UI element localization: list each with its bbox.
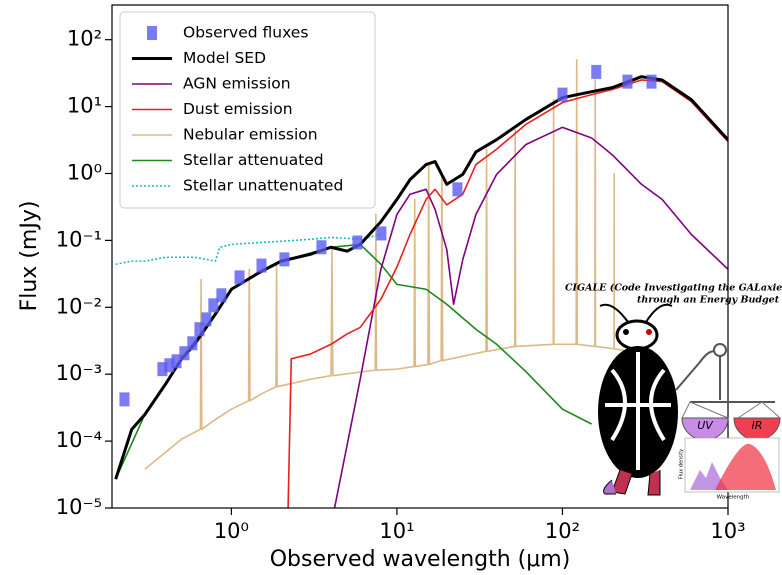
data-point — [622, 74, 633, 89]
data-point — [157, 362, 168, 377]
data-point — [164, 358, 175, 373]
legend-label: AGN emission — [183, 75, 291, 93]
data-point — [279, 252, 290, 267]
eye — [646, 329, 652, 335]
scale-arm — [675, 350, 721, 391]
data-point — [646, 74, 657, 89]
axes-frame — [111, 4, 729, 509]
logo-title: CIGALE (Code Investigating the GALaxies … — [565, 283, 782, 294]
logo-subtitle: through an Energy Budget — [637, 295, 780, 306]
data-point — [119, 392, 130, 407]
data-point — [452, 182, 463, 197]
data-point — [234, 270, 245, 285]
y-tick-label: 10⁻⁴ — [56, 428, 102, 452]
series-line — [333, 126, 728, 508]
series-line — [115, 233, 382, 266]
y-tick-label: 10⁰ — [67, 160, 102, 184]
x-tick-label: 10³ — [710, 519, 745, 543]
scale-strings — [681, 401, 781, 419]
y-tick-label: 10⁻⁵ — [56, 495, 102, 519]
legend-label: Dust emission — [183, 100, 293, 118]
x-tick-label: 10² — [545, 519, 580, 543]
y-tick-label: 10⁻³ — [56, 361, 102, 385]
cigale-logo: CIGALE (Code Investigating the GALaxies … — [565, 283, 782, 501]
data-point — [557, 87, 568, 102]
mini-ir — [715, 443, 776, 490]
series-line — [287, 79, 728, 508]
y-tick-label: 10⁻² — [56, 294, 102, 318]
data-point — [316, 240, 327, 255]
legend: Observed fluxes Model SED AGN emission Dust… — [119, 11, 376, 209]
uv-label: UV — [697, 419, 714, 432]
eye — [623, 329, 629, 335]
series-line — [144, 59, 642, 470]
scale-top — [713, 343, 727, 357]
data-point — [194, 322, 205, 337]
x-tick-label: 10⁰ — [214, 519, 249, 543]
mini-uv — [690, 462, 728, 490]
legend-box — [119, 11, 376, 209]
data-point — [171, 354, 182, 369]
leg — [603, 479, 616, 495]
x-axis-label: Observed wavelength (μm) — [270, 547, 571, 572]
legend-label: Stellar unattenuated — [183, 177, 343, 195]
wing-veins — [605, 352, 671, 470]
y-axis-label: Flux (mJy) — [17, 201, 42, 312]
data-point — [208, 298, 219, 313]
y-tick-label: 10¹ — [67, 94, 102, 118]
antennae — [599, 303, 673, 323]
y-tick-label: 10² — [67, 27, 102, 51]
ir-label: IR — [752, 419, 763, 432]
plot-area — [114, 59, 728, 508]
y-tick-label: 10⁻¹ — [56, 227, 102, 251]
legs — [611, 469, 661, 496]
data-point — [179, 346, 190, 361]
legend-label: Stellar attenuated — [183, 151, 324, 169]
legend-handle — [147, 26, 157, 40]
data-point — [352, 235, 363, 250]
data-point — [201, 312, 212, 327]
legend-label: Nebular emission — [183, 126, 318, 144]
legend-label: Model SED — [183, 49, 266, 67]
series-line — [114, 243, 592, 480]
cicada-head — [615, 319, 659, 351]
data-point — [187, 336, 198, 351]
legend-label: Observed fluxes — [183, 24, 308, 42]
data-point — [256, 258, 267, 273]
x-tick-label: 10¹ — [379, 519, 414, 543]
data-point — [376, 226, 387, 241]
mini-y-label: Flux density — [679, 449, 685, 479]
mini-x-label: Wavelength — [717, 495, 750, 501]
data-point — [591, 64, 602, 79]
data-point — [216, 288, 227, 303]
